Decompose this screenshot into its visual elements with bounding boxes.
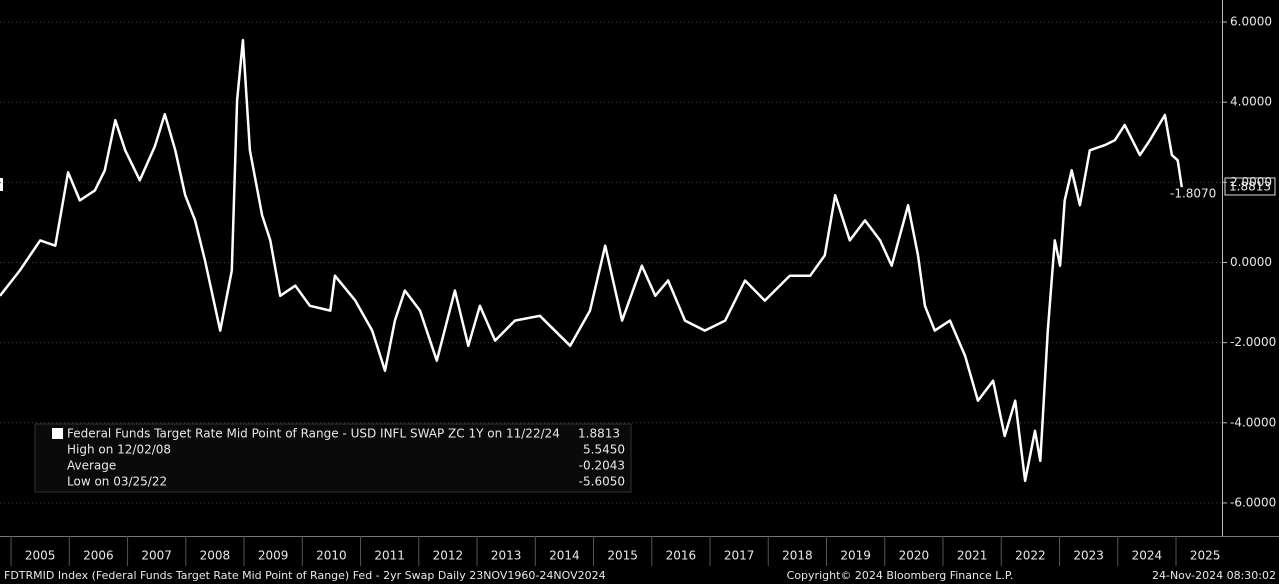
legend-swatch [52,428,63,439]
x-tick-label: 2011 [374,549,405,563]
x-tick-label: 2010 [316,549,347,563]
x-tick-label: 2022 [1015,549,1046,563]
y-tick-label: 2.0000 [1230,175,1272,189]
x-tick-label: 2023 [1073,549,1104,563]
x-tick-label: 2014 [549,549,580,563]
x-tick-label: 2016 [666,549,697,563]
x-tick-label: 2006 [83,549,114,563]
footer-center: Copyright© 2024 Bloomberg Finance L.P. [787,569,1014,582]
x-tick-label: 2021 [957,549,988,563]
x-tick-label: 2012 [433,549,464,563]
x-tick-label: 2025 [1190,549,1221,563]
legend-last: 1.8813 [578,427,620,441]
last-value-label: 1.8813 [1229,180,1271,194]
legend-value: 5.5450 [583,443,625,457]
legend-label: High on 12/02/08 [67,443,171,457]
legend-value: -5.6050 [579,475,625,489]
footer-right: 24-Nov-2024 08:30:02 [1152,569,1276,582]
y-tick-label: -6.0000 [1230,495,1276,509]
line [0,38,1184,483]
y-tick-label: 4.0000 [1230,95,1272,109]
x-tick-label: 2015 [607,549,638,563]
x-tick-label: 2020 [899,549,930,563]
left-marker [0,178,3,191]
x-tick-label: 2008 [200,549,231,563]
footer-left: FDTRMID Index (Federal Funds Target Rate… [4,569,606,582]
legend-series: Federal Funds Target Rate Mid Point of R… [67,427,560,441]
x-tick-label: 2018 [782,549,813,563]
y-tick-label: 6.0000 [1230,15,1272,29]
last-value-box [1224,177,1276,196]
x-tick-label: 2017 [724,549,755,563]
y-tick-label: 0.0000 [1230,255,1272,269]
legend-value: -0.2043 [579,459,625,473]
x-tick-label: 2013 [491,549,522,563]
x-tick-label: 2019 [840,549,871,563]
legend-label: Average [67,459,116,473]
y-tick-label: -2.0000 [1230,335,1276,349]
x-tick-label: 2005 [25,549,56,563]
annotation: -1.8070 [1170,187,1216,201]
legend-box [34,423,632,493]
x-tick-label: 2009 [258,549,289,563]
x-tick-label: 2024 [1132,549,1163,563]
legend-label: Low on 03/25/22 [67,475,167,489]
y-tick-label: -4.0000 [1230,415,1276,429]
x-tick-label: 2007 [141,549,172,563]
